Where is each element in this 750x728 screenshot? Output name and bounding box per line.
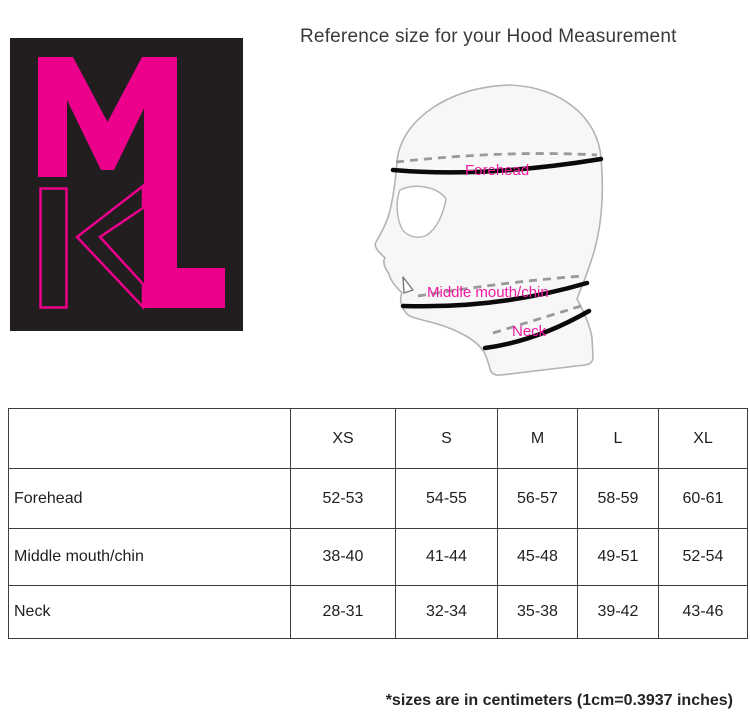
mouth-opening (402, 276, 414, 294)
eye-opening (396, 185, 447, 238)
cell-value: 38-40 (290, 528, 396, 586)
table-row-forehead: Forehead 52-53 54-55 56-57 58-59 60-61 (8, 468, 748, 529)
middle-mouth-chin-band (400, 280, 590, 309)
cell-value: 41-44 (395, 528, 498, 586)
table-row-neck: Neck 28-31 32-34 35-38 39-42 43-46 (8, 585, 748, 639)
row-label: Neck (8, 585, 291, 639)
cell-value: 28-31 (290, 585, 396, 639)
units-footnote: *sizes are in centimeters (1cm=0.3937 in… (385, 692, 733, 709)
logo-letter-k (39, 183, 145, 311)
cell-value: 58-59 (577, 468, 659, 529)
cell-value: 52-54 (658, 528, 748, 586)
header-cell-s: S (395, 408, 498, 469)
cell-value: 56-57 (497, 468, 578, 529)
cell-value: 54-55 (395, 468, 498, 529)
logo-letter-l (144, 57, 225, 308)
cell-value: 43-46 (658, 585, 748, 639)
header-cell-xs: XS (290, 408, 396, 469)
size-table: XS S M L XL Forehead 52-53 54-55 56-57 5… (8, 408, 748, 639)
cell-value: 49-51 (577, 528, 659, 586)
cell-value: 32-34 (395, 585, 498, 639)
measurement-bands (390, 156, 604, 351)
cell-value: 39-42 (577, 585, 659, 639)
page-title: Reference size for your Hood Measurement (300, 26, 677, 47)
table-row-middle-mouth-chin: Middle mouth/chin 38-40 41-44 45-48 49-5… (8, 528, 748, 586)
neck-label: Neck (512, 323, 547, 340)
cell-value: 35-38 (497, 585, 578, 639)
head-outline (374, 84, 604, 376)
size-table-header-row: XS S M L XL (8, 408, 748, 469)
header-cell-empty (8, 408, 291, 469)
header-cell-m: M (497, 408, 578, 469)
hood-measurement-diagram: Forehead Middle mouth/chin Neck (374, 84, 604, 376)
forehead-band (390, 156, 604, 175)
neck-band (482, 308, 592, 351)
header-cell-xl: XL (658, 408, 748, 469)
cell-value: 52-53 (290, 468, 396, 529)
logo-letter-m (38, 57, 177, 177)
measurement-dashed-lines (395, 152, 598, 335)
forehead-label: Forehead (465, 162, 529, 179)
mkl-logo (10, 38, 243, 331)
row-label: Forehead (8, 468, 291, 529)
middle-mouth-chin-label: Middle mouth/chin (427, 284, 549, 301)
cell-value: 60-61 (658, 468, 748, 529)
row-label: Middle mouth/chin (8, 528, 291, 586)
header-cell-l: L (577, 408, 659, 469)
cell-value: 45-48 (497, 528, 578, 586)
